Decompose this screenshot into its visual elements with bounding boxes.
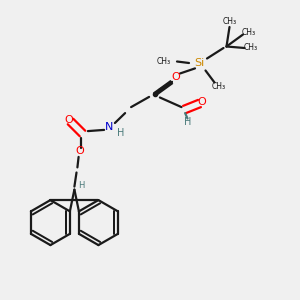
Text: O: O — [197, 97, 206, 107]
Text: H: H — [78, 182, 84, 190]
Text: H: H — [184, 117, 191, 127]
Text: O: O — [75, 146, 84, 157]
Text: O: O — [64, 115, 74, 125]
Text: CH₃: CH₃ — [212, 82, 226, 91]
Text: O: O — [171, 71, 180, 82]
Text: CH₃: CH₃ — [244, 44, 258, 52]
Text: CH₃: CH₃ — [157, 57, 171, 66]
Text: H: H — [117, 128, 124, 138]
Text: Si: Si — [194, 58, 205, 68]
Text: N: N — [105, 122, 114, 133]
Text: CH₃: CH₃ — [222, 17, 237, 26]
Text: CH₃: CH₃ — [242, 28, 256, 37]
